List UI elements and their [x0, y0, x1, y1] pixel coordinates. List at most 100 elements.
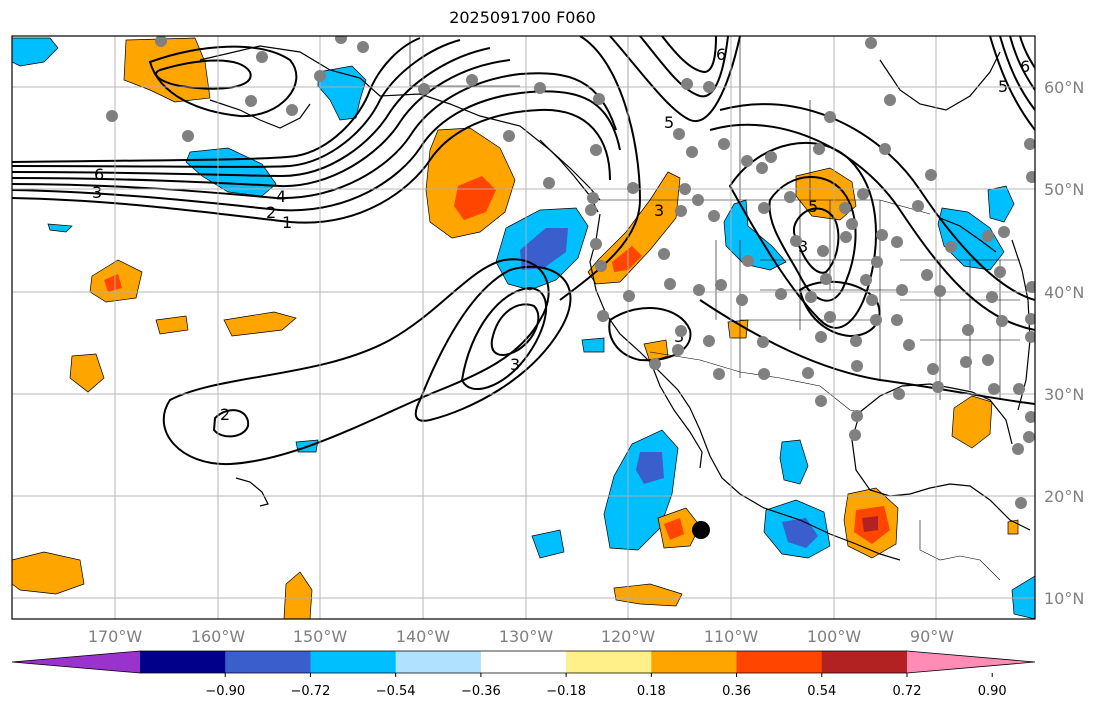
contour-coil-3	[1009, 36, 1035, 91]
fill-red-goa	[454, 176, 496, 220]
fill-darkblue-trop	[782, 518, 818, 548]
fill-red-trop1	[664, 518, 684, 540]
border-central-am	[919, 520, 1001, 581]
center-marker	[692, 521, 710, 539]
lon-label: 120°W	[601, 627, 656, 646]
lat-label: 20°N	[1044, 487, 1084, 506]
fill-orange-bering	[123, 37, 211, 103]
colorbar-segment	[651, 651, 738, 673]
fill-orange-south	[283, 571, 313, 619]
contour-label: 3	[654, 201, 664, 220]
colorbar-segment	[821, 651, 908, 673]
height-contours	[12, 36, 1035, 466]
fill-orange-small-az	[727, 319, 749, 339]
coast-mexico-gulf	[851, 411, 1031, 531]
colorbar-tick-label: 0.54	[807, 684, 836, 699]
colorbar-segment	[310, 651, 397, 673]
lon-label: 90°W	[910, 627, 954, 646]
contour-label: 3	[510, 355, 520, 374]
contour-loop-inner	[460, 286, 548, 390]
contour-6	[12, 39, 461, 168]
colorbar-segment	[225, 651, 311, 673]
lon-label: 150°W	[293, 627, 348, 646]
lat-label: 60°N	[1044, 78, 1084, 97]
contour-east-2	[609, 36, 741, 123]
contour-big-east	[699, 299, 1035, 405]
contour-loop-mid	[414, 265, 572, 422]
colorbar-tick-label: −0.18	[546, 684, 586, 699]
contour-1	[12, 108, 611, 224]
fill-blue-mex	[779, 439, 809, 485]
lon-label: 160°W	[191, 627, 246, 646]
map-border	[11, 35, 1036, 620]
lat-label: 40°N	[1044, 283, 1084, 302]
contour-loop-big	[162, 258, 550, 466]
contour-4	[12, 59, 511, 188]
colorbar-tick-label: 0.72	[893, 684, 922, 699]
contour-5	[12, 47, 491, 178]
lat-label: 30°N	[1044, 385, 1084, 404]
lon-label: 110°W	[704, 627, 759, 646]
lon-label: 140°W	[396, 627, 451, 646]
contour-label: 1	[282, 213, 292, 232]
fill-orange-cp4	[69, 353, 105, 393]
contour-big-east-3	[719, 103, 1035, 301]
fill-blue-small3	[581, 337, 605, 353]
contour-trough-b	[768, 176, 857, 302]
colorbar-tick-label: 0.90	[978, 684, 1007, 699]
contour-2	[12, 90, 621, 212]
coast-west-us	[589, 213, 901, 561]
colorbar-tick-label: 0.36	[722, 684, 751, 699]
contour-label: 5	[808, 197, 818, 216]
colorbar-tick-label: 0.18	[637, 684, 666, 699]
contour-loop-2	[212, 409, 250, 438]
fill-blue-small4	[531, 529, 565, 559]
contour-label: 4	[276, 187, 286, 206]
station-dots	[106, 36, 1035, 509]
colorbar-outline	[11, 650, 1036, 674]
fill-orange-small5	[1007, 519, 1019, 535]
fill-blue-alaska	[317, 65, 367, 121]
contour-coil-2	[999, 36, 1035, 111]
colorbar-tick-label: −0.90	[205, 684, 245, 699]
contour-east-4	[661, 36, 717, 74]
contour-label: 6	[94, 165, 104, 184]
fill-orange-south2	[613, 583, 683, 607]
contour-ridge-west	[608, 307, 692, 362]
coast-alaska	[199, 45, 601, 201]
border-states-1	[715, 200, 900, 380]
fill-orange-cp3	[223, 311, 297, 337]
colorbar-extend-max	[907, 651, 1035, 673]
fill-darkblue-ca	[520, 228, 568, 270]
contour-loop-small	[155, 59, 252, 90]
fill-blue-nw	[12, 37, 59, 67]
border-alaska	[409, 36, 520, 87]
contour-7	[12, 37, 421, 163]
lat-label: 50°N	[1044, 180, 1084, 199]
fill-orange-cp2	[155, 315, 189, 335]
fill-red-nv	[612, 246, 642, 272]
colorbar-tick-label: −0.36	[461, 684, 501, 699]
colorbar: −0.90 −0.72 −0.54 −0.36 −0.18 0.18 0.36 0.54 0.7…	[11, 650, 1036, 699]
lon-label: 100°W	[807, 627, 862, 646]
colorbar-segment	[395, 651, 482, 673]
latitude-axis: 60°N 50°N 40°N 30°N 20°N 10°N	[1044, 78, 1084, 608]
border-states-2	[900, 259, 1020, 400]
contour-loop-innermost	[490, 303, 540, 356]
fill-darkblue-baja	[636, 452, 664, 484]
border-us-mexico	[649, 351, 861, 413]
lon-label: 170°W	[88, 627, 143, 646]
colorbar-tick-label: −0.54	[376, 684, 416, 699]
contour-east-3	[639, 36, 729, 98]
coast-greatlakes	[939, 217, 997, 253]
contour-coil-1	[989, 36, 1035, 131]
coastlines	[199, 45, 1031, 561]
longitude-axis: 170°W 160°W 150°W 140°W 130°W 120°W 110°…	[88, 627, 954, 646]
contour-label: 2	[220, 405, 230, 424]
fill-blue-small1	[47, 223, 73, 233]
contour-label: 3	[92, 183, 102, 202]
fill-blue-ne	[987, 185, 1015, 223]
coast-hawaii	[235, 477, 269, 507]
colorbar-extend-min	[12, 651, 140, 673]
